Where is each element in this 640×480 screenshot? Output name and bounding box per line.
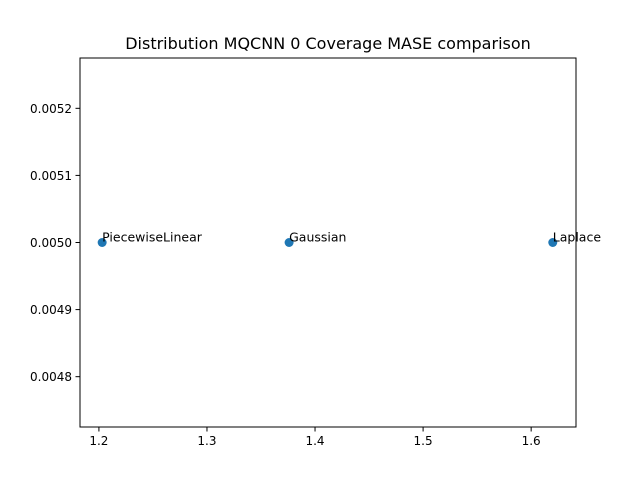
x-tick-label: 1.6 xyxy=(522,434,541,448)
data-point-label: Gaussian xyxy=(289,230,346,245)
data-point xyxy=(284,238,294,247)
data-point-label: PiecewiseLinear xyxy=(102,230,203,245)
plot-area-frame xyxy=(79,57,577,428)
x-tick-label: 1.3 xyxy=(197,434,216,448)
data-point xyxy=(548,238,558,247)
data-point-label: Laplace xyxy=(553,230,602,245)
data-point xyxy=(97,238,107,247)
y-axis-ticks: 0.0048 0.0049 0.0050 0.0051 0.0052 xyxy=(30,102,80,384)
data-points: PiecewiseLinear Gaussian Laplace xyxy=(97,230,602,247)
x-tick-label: 1.2 xyxy=(89,434,108,448)
y-tick-label: 0.0049 xyxy=(30,303,72,317)
y-tick-label: 0.0050 xyxy=(30,236,72,250)
x-axis-ticks: 1.2 1.3 1.4 1.5 1.6 xyxy=(89,427,541,448)
y-tick-label: 0.0048 xyxy=(30,370,72,384)
y-tick-label: 0.0051 xyxy=(30,169,72,183)
x-tick-label: 1.5 xyxy=(414,434,433,448)
chart-title: Distribution MQCNN 0 Coverage MASE compa… xyxy=(125,34,531,53)
y-tick-label: 0.0052 xyxy=(30,102,72,116)
x-tick-label: 1.4 xyxy=(305,434,324,448)
